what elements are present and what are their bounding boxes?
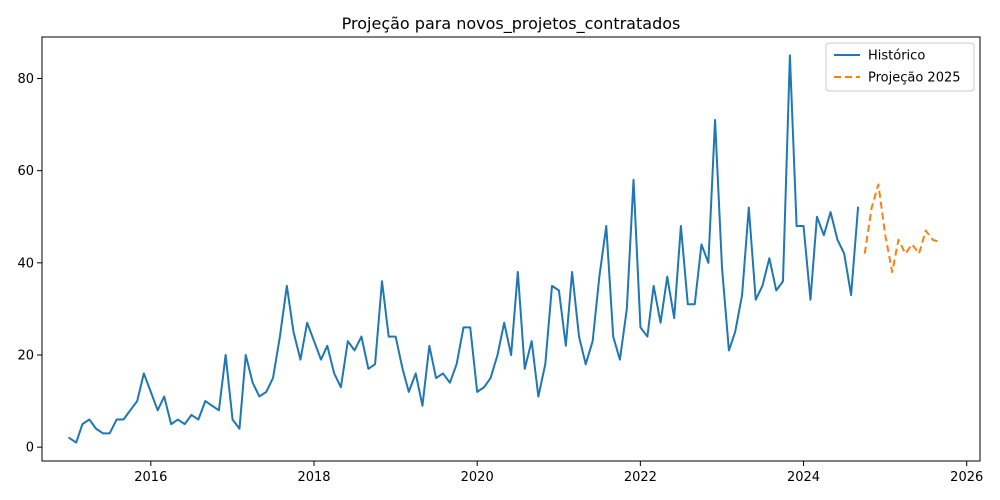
y-tick-label: 80 xyxy=(17,72,34,87)
y-tick-label: 20 xyxy=(17,349,34,364)
plot-frame xyxy=(41,36,981,462)
x-tick-label: 2016 xyxy=(134,470,167,485)
y-tick-label: 60 xyxy=(17,164,34,179)
legend-box xyxy=(825,42,975,92)
legend: Histórico Projeção 2025 xyxy=(825,42,975,92)
x-tick-label: 2022 xyxy=(624,470,657,485)
series-line-historico xyxy=(68,54,860,444)
legend-label: Histórico xyxy=(868,49,925,64)
chart-title: Projeção para novos_projetos_contratados xyxy=(342,14,681,34)
y-tick-label: 0 xyxy=(26,441,34,456)
y-tick-label: 40 xyxy=(17,256,34,271)
legend-label: Projeção 2025 xyxy=(868,71,961,86)
x-tick-label: 2024 xyxy=(787,470,820,485)
plot-lines xyxy=(68,54,940,444)
x-tick-label: 2020 xyxy=(461,470,494,485)
series-line-projecao xyxy=(863,183,940,274)
x-tick-label: 2026 xyxy=(950,470,983,485)
y-axis: 0 20 40 60 80 xyxy=(17,72,42,456)
x-axis: 2016 2018 2020 2022 2024 2026 xyxy=(134,461,983,485)
x-tick-label: 2018 xyxy=(297,470,330,485)
